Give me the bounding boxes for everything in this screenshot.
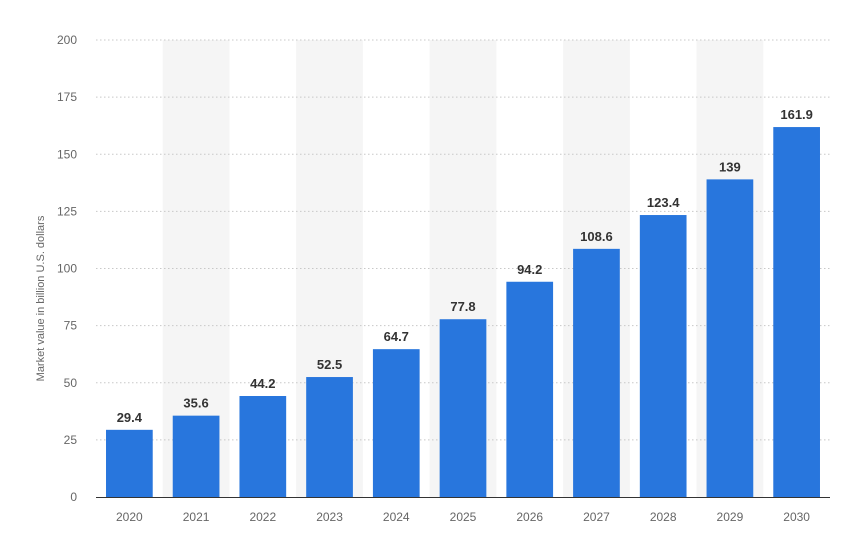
y-tick-label: 0 — [70, 490, 77, 504]
bars — [106, 127, 820, 497]
y-tick-label: 25 — [64, 433, 78, 447]
data-labels: 29.4 35.6 44.2 52.5 64.7 77.8 94.2 108.6 123.4 13… — [117, 107, 813, 425]
x-axis-ticks: 2020 2021 2022 2023 2024 2025 2026 2027 2028 2029… — [116, 510, 810, 524]
x-tick-label: 2023 — [316, 510, 343, 524]
y-tick-label: 150 — [57, 147, 77, 161]
x-tick-label: 2026 — [516, 510, 543, 524]
y-tick-label: 75 — [64, 319, 78, 333]
data-label-2025: 77.8 — [450, 299, 475, 314]
x-tick-label: 2030 — [783, 510, 810, 524]
x-tick-label: 2029 — [717, 510, 744, 524]
bar-2022 — [239, 396, 287, 497]
data-label-2020: 29.4 — [117, 410, 143, 425]
x-tick-label: 2020 — [116, 510, 143, 524]
bar-2025 — [439, 319, 487, 497]
bar-2029 — [706, 179, 754, 497]
data-label-2026: 94.2 — [517, 262, 542, 277]
bar-2030 — [773, 127, 820, 497]
bar-2021 — [172, 415, 220, 497]
y-tick-label: 125 — [57, 204, 77, 218]
y-axis-title: Market value in billion U.S. dollars — [35, 215, 47, 381]
x-tick-label: 2025 — [450, 510, 477, 524]
data-label-2030: 161.9 — [780, 107, 813, 122]
bar-2026 — [506, 281, 554, 497]
data-label-2027: 108.6 — [580, 229, 613, 244]
x-tick-label: 2028 — [650, 510, 677, 524]
y-tick-label: 50 — [64, 376, 78, 390]
bar-2020 — [106, 429, 153, 497]
data-label-2022: 44.2 — [250, 376, 275, 391]
bar-2028 — [639, 215, 687, 497]
data-label-2021: 35.6 — [183, 396, 208, 411]
data-label-2024: 64.7 — [384, 329, 409, 344]
y-tick-label: 200 — [57, 33, 77, 47]
bar-2024 — [372, 349, 420, 497]
data-label-2028: 123.4 — [647, 195, 680, 210]
y-tick-label: 175 — [57, 90, 77, 104]
x-tick-label: 2022 — [249, 510, 276, 524]
x-tick-label: 2027 — [583, 510, 610, 524]
x-tick-label: 2021 — [183, 510, 210, 524]
data-label-2023: 52.5 — [317, 357, 342, 372]
y-axis-ticks: 0 25 50 75 100 125 150 175 200 — [57, 33, 77, 504]
data-label-2029: 139 — [719, 159, 741, 174]
bar-2027 — [573, 248, 620, 497]
y-tick-label: 100 — [57, 262, 77, 276]
x-tick-label: 2024 — [383, 510, 410, 524]
bar-2023 — [306, 377, 353, 497]
